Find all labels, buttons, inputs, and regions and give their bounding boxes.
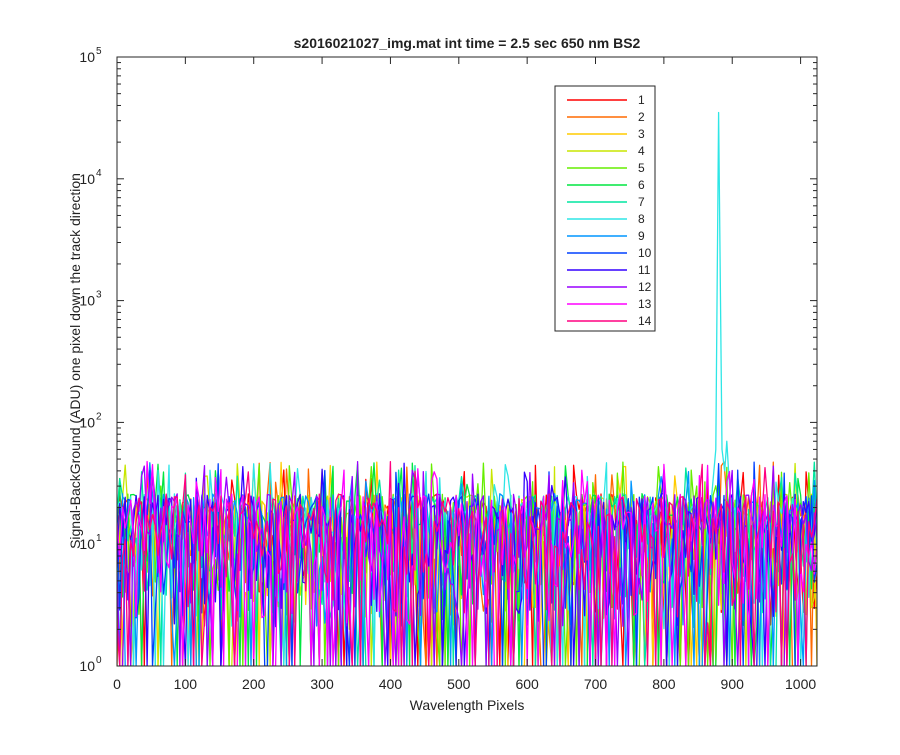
plot-frame [116, 56, 818, 667]
y-tick-label-exponent: 1 [96, 533, 102, 544]
y-tick-label-exponent: 4 [96, 168, 102, 179]
legend-entry-11: 11 [638, 263, 651, 277]
x-axis-label: Wavelength Pixels [410, 697, 525, 713]
legend-entry-13: 13 [638, 297, 652, 311]
legend-entry-7: 7 [638, 195, 645, 209]
legend-entry-9: 9 [638, 229, 645, 243]
legend-entry-3: 3 [638, 127, 645, 141]
legend-entry-1: 1 [638, 93, 645, 107]
y-tick-label: 10 [79, 658, 95, 674]
legend-entry-12: 12 [638, 280, 652, 294]
chart-title: s2016021027_img.mat int time = 2.5 sec 6… [294, 35, 641, 51]
y-tick-label: 10 [79, 49, 95, 65]
y-tick-label: 10 [79, 414, 95, 430]
x-tick-label: 100 [174, 676, 198, 692]
x-tick-label: 400 [379, 676, 403, 692]
x-tick-label: 1000 [785, 676, 816, 692]
y-tick-label-exponent: 3 [96, 290, 102, 301]
y-axis-label: Signal-BackGround (ADU) one pixel down t… [67, 173, 83, 549]
y-tick-label: 10 [79, 293, 95, 309]
x-tick-label: 700 [584, 676, 608, 692]
legend-entry-6: 6 [638, 178, 645, 192]
x-tick-label: 300 [310, 676, 334, 692]
legend-box [554, 85, 656, 332]
x-axis: 0 100 200 300 400 500 600 700 800 900 1000 [113, 57, 816, 692]
x-tick-label: 0 [113, 676, 121, 692]
legend-entry-8: 8 [638, 212, 645, 226]
x-tick-label: 500 [447, 676, 471, 692]
x-tick-label: 800 [652, 676, 676, 692]
y-tick-label: 10 [79, 536, 95, 552]
y-tick-label-exponent: 0 [96, 655, 102, 666]
legend-entry-10: 10 [638, 246, 652, 260]
x-tick-label: 200 [242, 676, 266, 692]
x-tick-label: 900 [721, 676, 745, 692]
legend-entry-2: 2 [638, 110, 645, 124]
series-layer [117, 111, 817, 666]
y-tick-label-exponent: 5 [96, 46, 102, 57]
y-tick-label-exponent: 2 [96, 411, 102, 422]
series-line-14 [117, 460, 817, 666]
legend-entry-5: 5 [638, 161, 645, 175]
x-tick-label: 600 [515, 676, 539, 692]
series-line-10 [117, 461, 817, 666]
y-tick-label: 10 [79, 171, 95, 187]
legend-entry-4: 4 [638, 144, 645, 158]
legend-entry-14: 14 [638, 314, 652, 328]
